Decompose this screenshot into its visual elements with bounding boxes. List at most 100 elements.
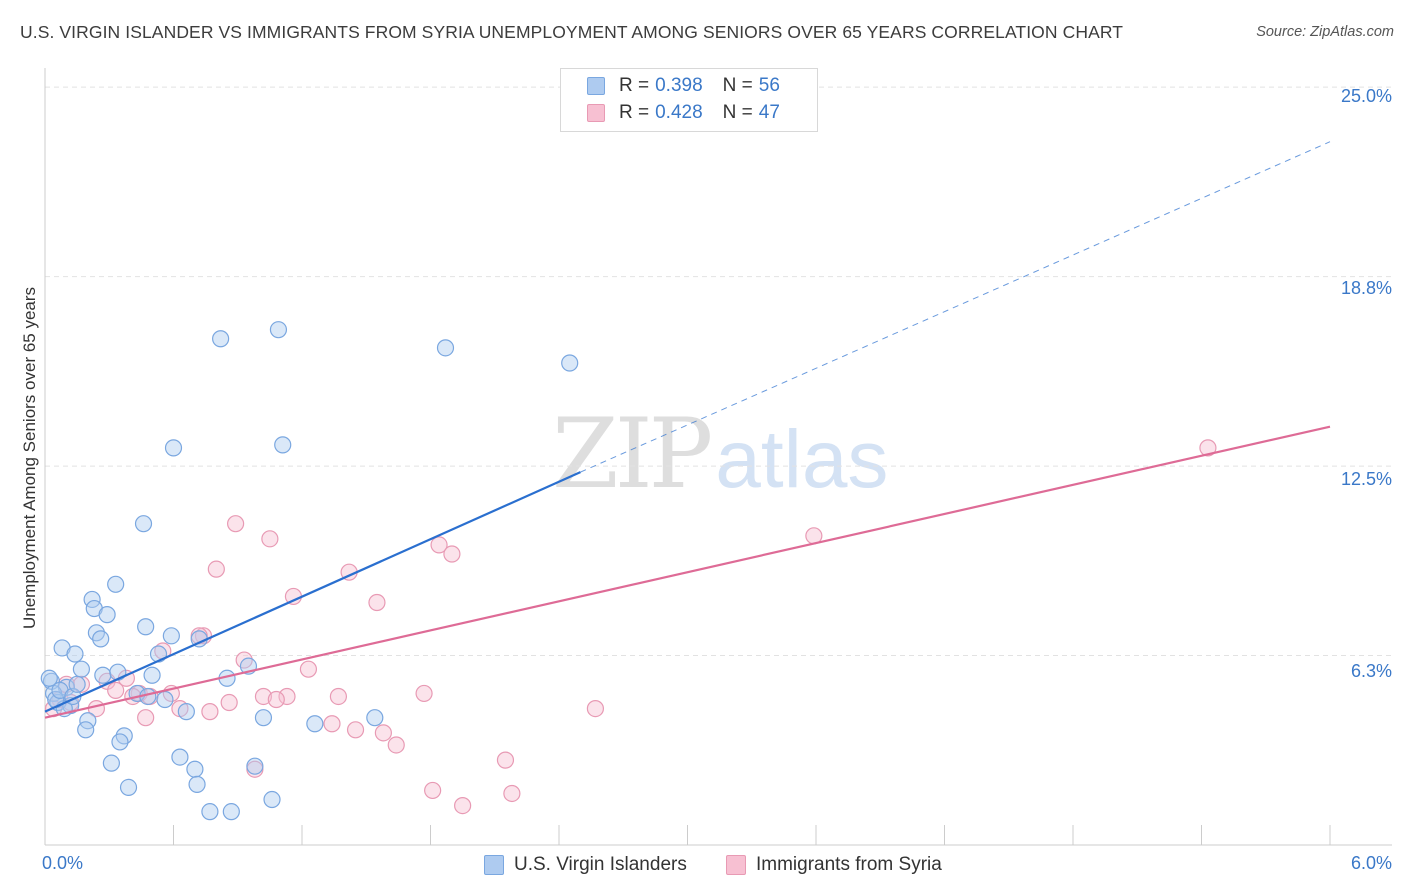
virgin-islander-point	[66, 645, 84, 663]
virgin-islander-trend-extension	[580, 141, 1331, 473]
syria-point	[346, 721, 365, 739]
virgin-islander-point	[222, 803, 240, 821]
virgin-islander-point	[561, 354, 579, 372]
syria-trend-line	[44, 425, 1331, 719]
r-label: R =	[619, 75, 650, 96]
virgin-islander-point	[164, 439, 183, 457]
virgin-islander-point	[109, 663, 127, 681]
y-tick-label: 12.5%	[1340, 469, 1392, 489]
watermark: ZIPatlas	[552, 398, 888, 510]
virgin-islander-point	[246, 757, 264, 775]
virgin-islander-points	[40, 321, 579, 821]
syria-point	[443, 545, 461, 563]
watermark-atlas: atlas	[715, 414, 889, 505]
syria-point	[329, 687, 348, 706]
y-axis-label: Unemployment Among Seniors over 65 years	[20, 286, 39, 630]
virgin-islander-point	[149, 645, 168, 663]
syria-point	[278, 687, 296, 706]
virgin-islander-point	[306, 715, 324, 733]
syria-point	[323, 715, 341, 733]
syria-point	[261, 530, 279, 548]
virgin-islander-point	[134, 515, 153, 533]
pink-swatch	[726, 855, 746, 875]
syria-point	[586, 699, 605, 718]
syria-point	[368, 593, 386, 612]
syria-point	[424, 781, 442, 800]
chart-title: U.S. VIRGIN ISLANDER VS IMMIGRANTS FROM …	[20, 22, 1124, 42]
blue-swatch	[587, 77, 605, 95]
virgin-islander-point	[162, 627, 180, 645]
legend-row-virgin-islanders: R = 0.398 N = 56	[587, 73, 780, 99]
pink-swatch	[587, 104, 605, 122]
syria-point	[201, 703, 219, 721]
n-value: 56	[758, 75, 780, 96]
r-value: 0.398	[655, 75, 703, 96]
syria-point	[220, 693, 238, 712]
r-value: 0.428	[655, 102, 703, 123]
gridlines	[45, 86, 1392, 657]
blue-swatch	[484, 855, 504, 875]
virgin-islander-point	[274, 436, 292, 454]
syria-point	[137, 709, 155, 727]
n-label: N =	[722, 75, 753, 96]
legend-item-virgin-islanders: U.S. Virgin Islanders	[484, 852, 687, 878]
virgin-islander-point	[77, 721, 95, 739]
virgin-islander-point	[40, 669, 58, 687]
virgin-islander-point	[72, 660, 91, 678]
legend-label: U.S. Virgin Islanders	[514, 854, 687, 875]
y-tick-label: 25.0%	[1340, 86, 1392, 106]
virgin-islander-point	[94, 666, 112, 684]
virgin-islander-point	[263, 790, 281, 809]
syria-point	[415, 684, 433, 703]
y-tick-label: 6.3%	[1350, 661, 1392, 681]
virgin-islander-point	[254, 709, 273, 727]
virgin-islander-point	[102, 754, 120, 772]
virgin-islander-point	[111, 733, 129, 751]
syria-point	[496, 751, 515, 769]
axes	[44, 68, 1392, 846]
virgin-islander-point	[92, 630, 110, 648]
syria-point	[387, 736, 405, 754]
syria-point	[374, 724, 392, 742]
virgin-islander-point	[436, 339, 455, 357]
legend-row-syria: R = 0.428 N = 47	[587, 100, 780, 126]
syria-point	[227, 515, 245, 533]
syria-point	[503, 784, 521, 803]
legend-item-syria: Immigrants from Syria	[726, 852, 942, 878]
virgin-islander-point	[188, 775, 206, 793]
syria-point	[207, 560, 225, 578]
virgin-islander-point	[119, 778, 138, 797]
virgin-islander-point	[201, 803, 219, 821]
n-value: 47	[758, 102, 780, 123]
source-credit: Source: ZipAtlas.com	[1256, 24, 1394, 40]
x-min-label: 0.0%	[42, 853, 84, 873]
virgin-islander-trend-line	[44, 471, 581, 713]
virgin-islander-point	[269, 321, 288, 339]
virgin-islander-point	[171, 748, 189, 766]
virgin-islander-point	[98, 606, 116, 624]
virgin-islander-point	[68, 675, 86, 693]
virgin-islander-point	[186, 760, 204, 778]
virgin-islander-point	[107, 575, 125, 593]
virgin-islander-point	[143, 666, 161, 684]
syria-point	[254, 687, 273, 706]
virgin-islander-point	[137, 618, 155, 636]
trend-lines	[44, 141, 1331, 719]
virgin-islander-point	[177, 703, 195, 721]
r-label: R =	[619, 102, 650, 123]
y-tick-label: 18.8%	[1340, 278, 1392, 298]
watermark-zip: ZIP	[552, 398, 713, 510]
n-label: N =	[722, 102, 753, 123]
legend-label: Immigrants from Syria	[756, 854, 942, 875]
syria-point	[454, 796, 472, 815]
syria-point	[107, 681, 125, 700]
syria-point	[299, 660, 318, 678]
syria-points	[44, 439, 1217, 815]
syria-point	[267, 690, 285, 709]
virgin-islander-point	[366, 709, 384, 727]
x-max-label: 6.0%	[1350, 853, 1392, 873]
correlation-legend: R = 0.398 N = 56 R = 0.428 N = 47	[560, 68, 818, 132]
virgin-islander-point	[212, 330, 230, 348]
syria-point	[1199, 439, 1217, 457]
